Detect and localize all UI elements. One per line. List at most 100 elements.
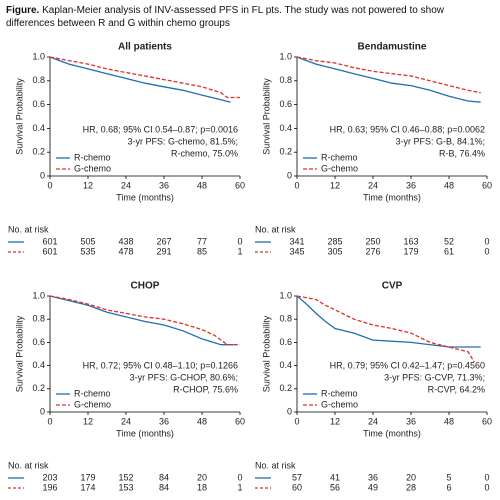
panel-title: CVP [382,281,403,292]
at-risk-label: No. at risk [8,224,49,234]
y-tick-label: 0.2 [279,147,292,157]
at-risk-count: 85 [197,246,207,256]
x-tick-label: 12 [83,416,93,426]
at-risk-count: 20 [406,472,416,482]
y-tick-label: 0.6 [279,337,292,347]
at-risk-count: 0 [484,472,489,482]
at-risk-label: No. at risk [255,224,296,234]
y-axis-label: Survival Probability [14,315,24,392]
legend-label: G-chemo [74,399,111,409]
legend-label: R-chemo [74,388,111,398]
annotation: HR, 0.63; 95% CI 0.46–0.88; p=0.0062 [330,124,485,134]
at-risk-count: 163 [403,236,418,246]
legend-label: G-chemo [74,163,111,173]
y-tick-label: 0.8 [279,314,292,324]
x-tick-label: 12 [330,180,340,190]
annotation: 3-yr PFS: G-B, 84.1%; [395,136,485,146]
x-tick-label: 36 [159,416,169,426]
y-tick-label: 0.2 [32,147,45,157]
legend-label: R-chemo [321,152,358,162]
x-tick-label: 0 [294,416,299,426]
annotation: 3-yr PFS: G-CVP, 71.3%; [384,372,485,382]
at-risk-count: 267 [156,236,171,246]
x-axis-label: Time (months) [363,192,421,202]
at-risk-count: 276 [365,246,380,256]
at-risk-label: No. at risk [255,460,296,470]
at-risk-count: 179 [403,246,418,256]
y-axis-label: Survival Probability [261,315,271,392]
at-risk-count: 61 [444,246,454,256]
y-tick-label: 0.4 [279,360,292,370]
y-tick-label: 0 [287,170,292,180]
at-risk-count: 505 [80,236,95,246]
at-risk-count: 60 [292,482,302,492]
y-tick-label: 1.0 [32,51,45,61]
at-risk-count: 41 [330,472,340,482]
annotation: HR, 0.79; 95% CI 0.42–1.47; p=0.4560 [330,360,485,370]
survival-curve [296,295,475,363]
at-risk-count: 179 [80,472,95,482]
y-tick-label: 0 [40,170,45,180]
at-risk-count: 5 [446,472,451,482]
at-risk-count: 250 [365,236,380,246]
y-tick-label: 1.0 [279,51,292,61]
at-risk-count: 52 [444,236,454,246]
x-axis-label: Time (months) [116,428,174,438]
annotation: 3-yr PFS: G-CHOP, 80.6%; [130,372,238,382]
legend-label: G-chemo [321,399,358,409]
annotation: HR, 0.68; 95% CI 0.54–0.87; p=0.0016 [83,124,238,134]
y-tick-label: 0.4 [32,360,45,370]
caption-label: Figure. [6,5,40,16]
survival-curve [49,295,234,346]
at-risk-count: 56 [330,482,340,492]
survival-curve [296,56,481,103]
survival-curve [49,56,231,103]
y-tick-label: 0.2 [32,383,45,393]
x-tick-label: 24 [121,416,131,426]
y-tick-label: 0.4 [32,123,45,133]
y-tick-label: 1.0 [279,290,292,300]
x-tick-label: 0 [47,416,52,426]
x-tick-label: 48 [444,416,454,426]
at-risk-count: 153 [118,482,133,492]
at-risk-count: 84 [159,482,169,492]
y-axis-label: Survival Probability [261,78,271,155]
x-tick-label: 12 [330,416,340,426]
legend-label: R-chemo [74,152,111,162]
at-risk-count: 341 [289,236,304,246]
panel-title: Bendamustine [358,42,427,53]
at-risk-count: 305 [327,246,342,256]
at-risk-count: 0 [484,482,489,492]
at-risk-count: 84 [159,472,169,482]
x-tick-label: 48 [444,180,454,190]
y-tick-label: 0.4 [279,123,292,133]
panel-title: All patients [118,42,172,53]
x-axis-label: Time (months) [363,428,421,438]
x-axis-label: Time (months) [116,192,174,202]
at-risk-count: 77 [197,236,207,246]
at-risk-count: 0 [237,472,242,482]
at-risk-count: 152 [118,472,133,482]
at-risk-count: 1 [237,482,242,492]
x-tick-label: 24 [368,416,378,426]
at-risk-count: 438 [118,236,133,246]
at-risk-count: 478 [118,246,133,256]
x-tick-label: 60 [235,180,245,190]
legend-label: G-chemo [321,163,358,173]
y-tick-label: 0.8 [32,314,45,324]
at-risk-count: 601 [42,236,57,246]
y-tick-label: 0.8 [32,75,45,85]
y-tick-label: 0.6 [32,337,45,347]
x-tick-label: 60 [482,416,492,426]
at-risk-count: 28 [406,482,416,492]
y-axis-label: Survival Probability [14,78,24,155]
y-tick-label: 0 [40,406,45,416]
at-risk-count: 57 [292,472,302,482]
x-tick-label: 48 [197,180,207,190]
caption-text: Kaplan-Meier analysis of INV-assessed PF… [6,5,444,29]
x-tick-label: 36 [406,180,416,190]
at-risk-count: 0 [484,236,489,246]
y-tick-label: 0.6 [32,99,45,109]
at-risk-count: 1 [237,246,242,256]
